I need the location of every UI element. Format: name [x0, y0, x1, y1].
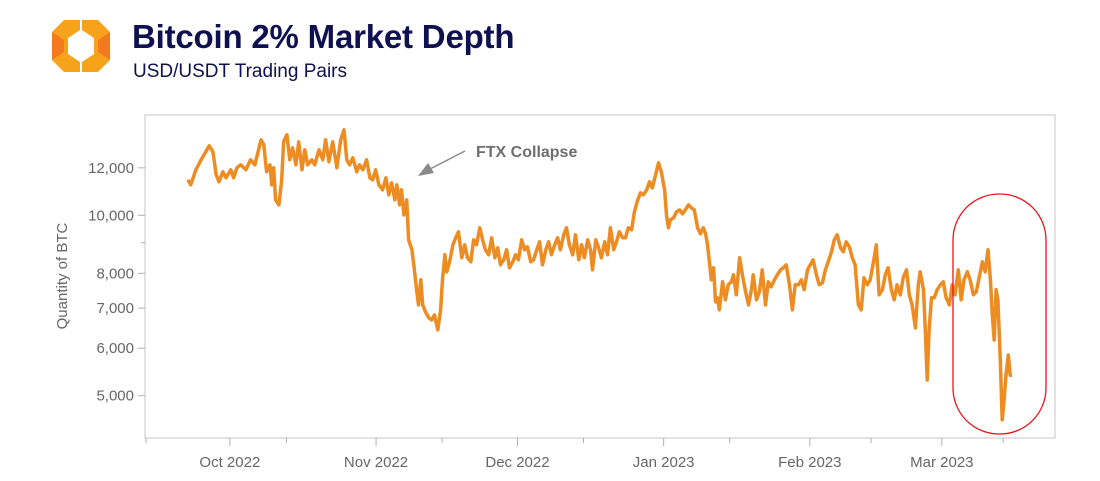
- series-line-market-depth: [186, 128, 1013, 422]
- chart-title: Bitcoin 2% Market Depth: [132, 18, 515, 55]
- annotation-ftx-collapse: FTX Collapse: [476, 144, 577, 161]
- y-tick-label: 12,000: [88, 160, 134, 177]
- y-tick-label: 8,000: [96, 265, 134, 282]
- annotation-arrowhead-icon: [418, 163, 434, 176]
- chart-subtitle: USD/USDT Trading Pairs: [133, 61, 347, 82]
- ftx-annotation: FTX Collapse: [418, 144, 577, 176]
- y-tick-label: 6,000: [96, 340, 134, 357]
- x-tick-label: Nov 2022: [344, 454, 408, 471]
- x-tick-label: Jan 2023: [633, 454, 695, 471]
- x-tick-label: Dec 2022: [485, 454, 549, 471]
- y-tick-label: 5,000: [96, 388, 134, 405]
- plot-area-frame: [144, 114, 1056, 439]
- y-tick-label: 10,000: [88, 207, 134, 224]
- logo-icon: [52, 20, 110, 72]
- y-tick-label: 7,000: [96, 300, 134, 317]
- highlight-oval: [952, 193, 1047, 435]
- x-axis: Oct 2022 Nov 2022 Dec 2022 Jan 2023 Feb 2023…: [145, 438, 1004, 471]
- y-axis-label: Quantity of BTC: [54, 222, 71, 329]
- x-tick-label: Mar 2023: [910, 454, 973, 471]
- annotation-arrow: [429, 150, 466, 170]
- x-tick-label: Oct 2022: [199, 454, 260, 471]
- y-axis: 5,000 6,000 7,000 8,000 10,000 12,000: [88, 160, 145, 405]
- x-tick-label: Feb 2023: [778, 454, 841, 471]
